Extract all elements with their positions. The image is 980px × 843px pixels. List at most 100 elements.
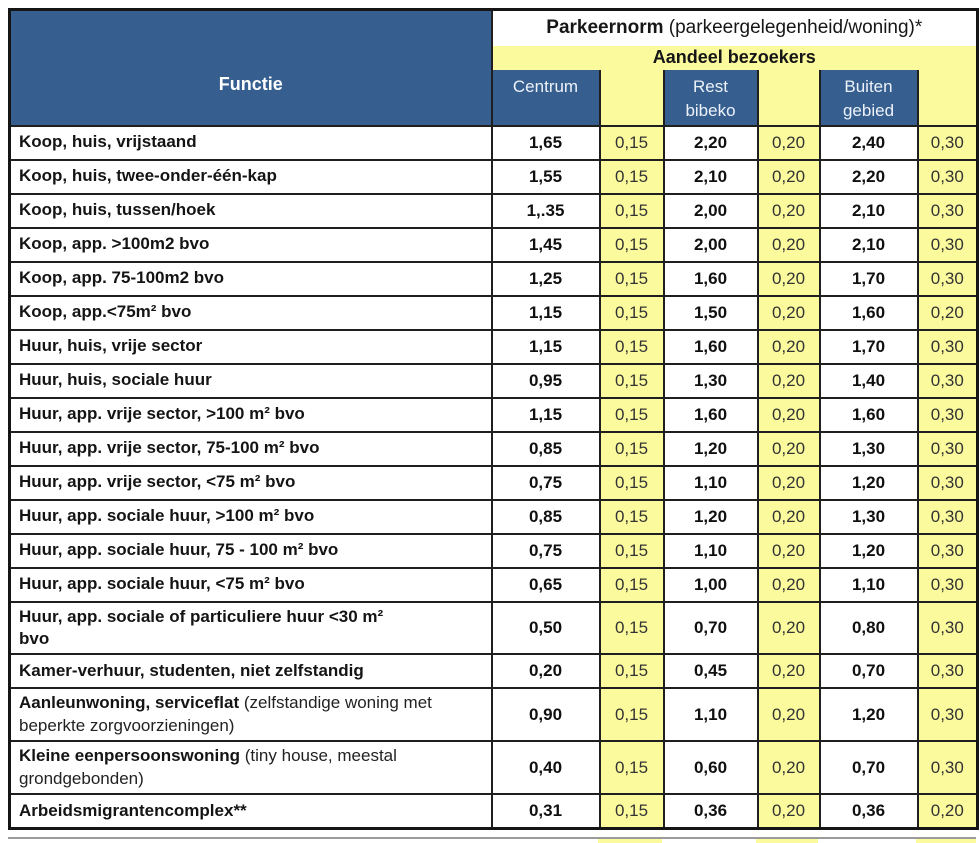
cell-bezoekers-rest-bibeko: 0,20 <box>756 464 821 501</box>
cell-bezoekers-rest-bibeko: 0,20 <box>756 362 821 399</box>
cell-norm-rest-bibeko: 1,60 <box>662 396 759 433</box>
cell-bezoekers-centrum: 0,15 <box>598 687 665 743</box>
cell-bezoekers-centrum: 0,15 <box>598 192 665 229</box>
row-label: Kamer-verhuur, studenten, niet zelfstand… <box>19 661 364 681</box>
cell-norm-buiten-gebied: 2,20 <box>818 158 919 195</box>
table-row: Aanleunwoning, serviceflat (zelfstandige… <box>8 687 979 743</box>
cell-norm-centrum: 0,31 <box>490 793 601 830</box>
function-label-cell: Arbeidsmigrantencomplex** <box>8 793 493 830</box>
cell-norm-centrum: 0,50 <box>490 600 601 656</box>
col-header-buiten-gebied: Buiten gebied <box>818 69 919 127</box>
cell-bezoekers-buiten-gebied: 0,30 <box>916 124 979 161</box>
cell-bezoekers-centrum: 0,15 <box>598 396 665 433</box>
cell-norm-centrum: 0,85 <box>490 498 601 535</box>
table-row: Kleine eenpersoonswoning (tiny house, me… <box>8 740 979 796</box>
cell-norm-centrum: 1,45 <box>490 226 601 263</box>
row-label: Aanleunwoning, serviceflat <box>19 693 240 713</box>
function-label-cell: Koop, app.<75m² bvo <box>8 294 493 331</box>
function-label-cell: Huur, app. vrije sector, 75-100 m² bvo <box>8 430 493 467</box>
cell-bezoekers-buiten-gebied: 0,30 <box>916 362 979 399</box>
table-row: Koop, app.<75m² bvo 1,15 0,15 1,50 0,20 … <box>8 294 979 331</box>
table-row: Koop, app. >100m2 bvo 1,45 0,15 2,00 0,2… <box>8 226 979 263</box>
functie-column-header: Functie <box>8 8 493 127</box>
function-label-cell: Koop, huis, vrijstaand <box>8 124 493 161</box>
cutoff-segment <box>8 839 490 843</box>
visitor-share-gap-3 <box>916 69 979 127</box>
cutoff-segment <box>598 839 662 843</box>
cutoff-segment <box>818 839 916 843</box>
table-row: Arbeidsmigrantencomplex** 0,31 0,15 0,36… <box>8 793 979 830</box>
function-label-cell: Huur, app. sociale huur, 75 - 100 m² bvo <box>8 532 493 569</box>
cell-bezoekers-rest-bibeko: 0,20 <box>756 192 821 229</box>
cell-norm-centrum: 0,95 <box>490 362 601 399</box>
row-label: Huur, huis, sociale huur <box>19 370 212 390</box>
cell-bezoekers-buiten-gebied: 0,30 <box>916 600 979 656</box>
cell-norm-centrum: 1,15 <box>490 328 601 365</box>
cell-norm-rest-bibeko: 1,10 <box>662 464 759 501</box>
cell-norm-centrum: 1,15 <box>490 294 601 331</box>
cell-norm-rest-bibeko: 1,60 <box>662 328 759 365</box>
cell-bezoekers-rest-bibeko: 0,20 <box>756 124 821 161</box>
function-label-cell: Huur, huis, vrije sector <box>8 328 493 365</box>
function-label-cell: Huur, app. vrije sector, >100 m² bvo <box>8 396 493 433</box>
cell-bezoekers-rest-bibeko: 0,20 <box>756 498 821 535</box>
row-label: Koop, huis, twee-onder-één-kap <box>19 166 277 186</box>
cell-norm-rest-bibeko: 0,45 <box>662 653 759 690</box>
cell-bezoekers-buiten-gebied: 0,30 <box>916 260 979 297</box>
cell-bezoekers-centrum: 0,15 <box>598 260 665 297</box>
cell-bezoekers-buiten-gebied: 0,30 <box>916 498 979 535</box>
row-label: Koop, huis, vrijstaand <box>19 132 197 152</box>
cell-norm-rest-bibeko: 0,70 <box>662 600 759 656</box>
cell-norm-buiten-gebied: 1,70 <box>818 260 919 297</box>
col-header-centrum: Centrum <box>490 69 601 127</box>
cell-norm-rest-bibeko: 2,10 <box>662 158 759 195</box>
function-label-cell: Koop, app. >100m2 bvo <box>8 226 493 263</box>
cell-norm-centrum: 1,15 <box>490 396 601 433</box>
cell-norm-centrum: 0,20 <box>490 653 601 690</box>
cell-bezoekers-centrum: 0,15 <box>598 740 665 796</box>
cell-norm-buiten-gebied: 2,40 <box>818 124 919 161</box>
cell-norm-buiten-gebied: 1,10 <box>818 566 919 603</box>
row-label: Huur, app. sociale huur, <75 m² bvo <box>19 574 305 594</box>
function-label-cell: Huur, app. sociale huur, >100 m² bvo <box>8 498 493 535</box>
cell-norm-buiten-gebied: 1,20 <box>818 687 919 743</box>
cell-bezoekers-centrum: 0,15 <box>598 226 665 263</box>
cell-bezoekers-rest-bibeko: 0,20 <box>756 740 821 796</box>
row-label: Koop, huis, tussen/hoek <box>19 200 216 220</box>
cell-bezoekers-buiten-gebied: 0,30 <box>916 532 979 569</box>
row-label: Koop, app. >100m2 bvo <box>19 234 210 254</box>
cell-bezoekers-rest-bibeko: 0,20 <box>756 532 821 569</box>
cell-norm-centrum: 0,75 <box>490 464 601 501</box>
cell-bezoekers-buiten-gebied: 0,30 <box>916 653 979 690</box>
row-label-note: (zelfstandige woning met beperkte zorgvo… <box>19 693 432 735</box>
row-label-note: (tiny house, meestal grondgebonden) <box>19 746 397 788</box>
cell-bezoekers-buiten-gebied: 0,30 <box>916 430 979 467</box>
cell-bezoekers-rest-bibeko: 0,20 <box>756 600 821 656</box>
cutoff-segment <box>662 839 756 843</box>
function-label-cell: Huur, huis, sociale huur <box>8 362 493 399</box>
cell-norm-centrum: 0,85 <box>490 430 601 467</box>
cutoff-segment <box>916 839 976 843</box>
cutoff-segment <box>490 839 598 843</box>
function-label-cell: Koop, huis, twee-onder-één-kap <box>8 158 493 195</box>
cell-bezoekers-rest-bibeko: 0,20 <box>756 396 821 433</box>
row-label: Koop, app. 75-100m2 bvo <box>19 268 224 288</box>
cell-bezoekers-buiten-gebied: 0,30 <box>916 566 979 603</box>
table-row: Huur, app. sociale huur, 75 - 100 m² bvo… <box>8 532 979 569</box>
col-header-rest-bibeko: Rest bibeko <box>662 69 759 127</box>
cell-bezoekers-rest-bibeko: 0,20 <box>756 566 821 603</box>
cell-bezoekers-buiten-gebied: 0,30 <box>916 192 979 229</box>
cell-norm-rest-bibeko: 1,30 <box>662 362 759 399</box>
cell-bezoekers-buiten-gebied: 0,30 <box>916 396 979 433</box>
table-row: Koop, huis, vrijstaand 1,65 0,15 2,20 0,… <box>8 124 979 161</box>
table-row: Huur, app. vrije sector, 75-100 m² bvo 0… <box>8 430 979 467</box>
function-label-cell: Huur, app. sociale huur, <75 m² bvo <box>8 566 493 603</box>
table-row: Koop, huis, tussen/hoek 1,.35 0,15 2,00 … <box>8 192 979 229</box>
cell-norm-rest-bibeko: 2,00 <box>662 192 759 229</box>
cell-norm-centrum: 0,40 <box>490 740 601 796</box>
row-label: Huur, app. sociale huur, 75 - 100 m² bvo <box>19 540 339 560</box>
cell-norm-buiten-gebied: 1,60 <box>818 396 919 433</box>
cell-bezoekers-buiten-gebied: 0,30 <box>916 687 979 743</box>
cell-norm-centrum: 1,25 <box>490 260 601 297</box>
